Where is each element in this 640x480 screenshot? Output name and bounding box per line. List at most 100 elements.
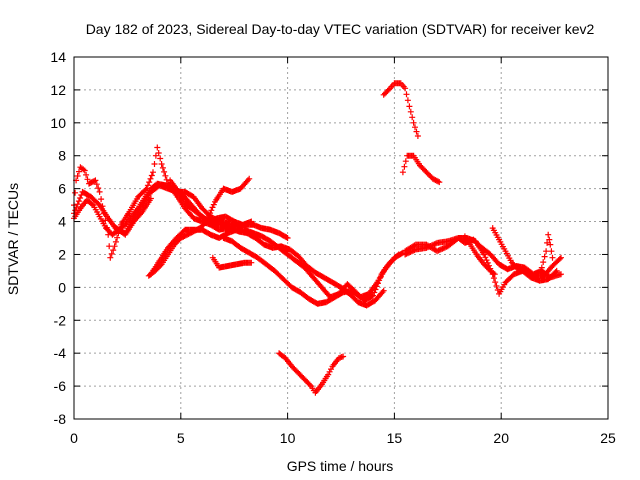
data-point: [252, 224, 255, 226]
data-point: [539, 280, 541, 282]
data-point: [383, 94, 385, 96]
data-point: [402, 171, 404, 173]
data-point: [413, 155, 415, 157]
data-point: [158, 260, 161, 262]
plot-area: [71, 80, 564, 396]
data-point: [282, 278, 284, 280]
x-tick-label: 25: [600, 430, 616, 446]
data-point: [511, 262, 513, 264]
data-point: [90, 196, 92, 198]
y-tick-label: -4: [54, 345, 67, 361]
data-point: [474, 240, 477, 242]
y-tick-label: 8: [58, 148, 66, 164]
data-point: [489, 253, 492, 256]
data-point: [297, 255, 299, 257]
data-point: [342, 291, 344, 293]
data-point: [167, 253, 169, 256]
data-point: [86, 199, 88, 201]
data-point: [560, 273, 562, 275]
data-point: [193, 229, 195, 231]
data-point: [201, 220, 203, 223]
data-point: [383, 290, 385, 292]
data-point: [193, 217, 195, 219]
data-point: [92, 204, 94, 206]
data-point: [402, 252, 404, 254]
data-point: [167, 188, 169, 190]
series-track-14: [461, 233, 498, 278]
data-point: [438, 181, 440, 183]
series-track-17: [113, 195, 154, 238]
data-point: [545, 250, 547, 252]
data-point: [173, 243, 175, 246]
series-track-15: [489, 225, 564, 279]
data-point: [498, 293, 500, 295]
data-point: [304, 378, 306, 381]
data-point: [184, 191, 186, 193]
data-point: [210, 234, 212, 236]
data-point: [252, 232, 255, 234]
data-point: [146, 188, 148, 190]
data-point: [237, 230, 240, 233]
data-point: [263, 243, 265, 246]
data-point: [272, 247, 274, 249]
data-point: [504, 250, 507, 252]
data-point: [150, 197, 152, 200]
x-tick-label: 20: [493, 430, 509, 446]
data-point: [212, 222, 214, 224]
data-point: [470, 245, 472, 247]
data-point: [88, 183, 90, 185]
data-point: [137, 196, 139, 198]
data-point: [389, 87, 391, 89]
data-point: [261, 227, 263, 229]
x-tick-label: 0: [70, 430, 78, 446]
data-point: [331, 281, 334, 284]
data-point: [372, 294, 374, 297]
data-point: [413, 122, 415, 124]
data-point: [287, 253, 289, 256]
data-point: [227, 232, 229, 234]
data-point: [79, 166, 82, 168]
data-point: [494, 273, 496, 275]
data-point: [385, 267, 387, 269]
data-point: [186, 204, 188, 206]
data-point: [111, 234, 114, 236]
data-point: [81, 191, 84, 193]
data-point: [314, 392, 316, 394]
data-point: [504, 281, 507, 284]
data-point: [284, 357, 287, 359]
data-point: [304, 267, 306, 269]
data-point: [240, 188, 242, 190]
data-point: [195, 211, 197, 213]
data-point: [287, 237, 289, 239]
data-point: [289, 248, 291, 251]
data-point: [250, 262, 252, 264]
data-point: [351, 290, 353, 292]
data-point: [150, 191, 152, 193]
y-tick-label: 2: [58, 246, 66, 262]
plot-frame: [73, 56, 609, 420]
data-point: [180, 237, 182, 239]
data-point: [107, 217, 109, 219]
data-point: [231, 191, 233, 193]
data-point: [547, 278, 549, 280]
data-point: [222, 237, 225, 239]
data-point: [175, 194, 178, 196]
data-point: [404, 87, 406, 89]
data-point: [432, 178, 434, 180]
data-point: [327, 373, 329, 376]
data-point: [321, 383, 323, 386]
data-point: [124, 234, 126, 236]
y-axis-label: SDTVAR / TECUs: [5, 183, 21, 295]
data-point: [248, 178, 250, 180]
data-point: [308, 298, 310, 300]
data-point: [306, 265, 308, 267]
data-point: [325, 301, 327, 303]
data-point: [229, 227, 231, 229]
data-point: [338, 357, 340, 359]
data-point: [526, 271, 528, 274]
data-point: [376, 281, 378, 284]
data-point: [310, 385, 312, 387]
data-point: [233, 220, 235, 223]
data-point: [342, 355, 344, 358]
